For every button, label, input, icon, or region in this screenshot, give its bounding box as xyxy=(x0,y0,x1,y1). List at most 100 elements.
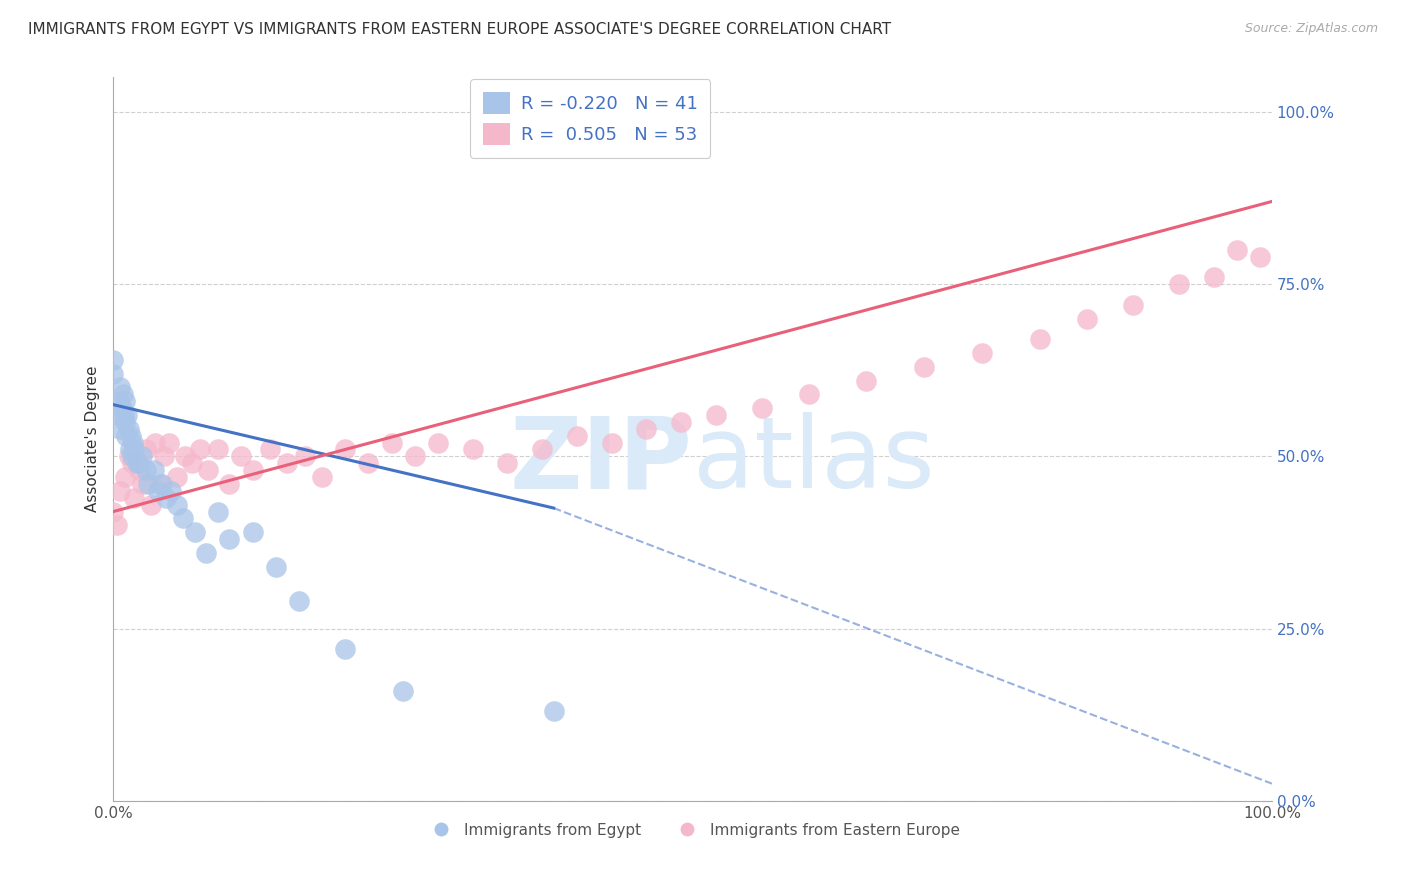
Point xyxy=(855,374,877,388)
Point xyxy=(242,463,264,477)
Point xyxy=(131,477,153,491)
Point xyxy=(669,415,692,429)
Point xyxy=(105,518,128,533)
Point xyxy=(195,546,218,560)
Point xyxy=(150,477,173,491)
Point xyxy=(103,504,125,518)
Point xyxy=(172,511,194,525)
Point xyxy=(380,435,402,450)
Point xyxy=(704,408,727,422)
Point xyxy=(121,450,143,464)
Point xyxy=(174,450,197,464)
Point xyxy=(181,456,204,470)
Point xyxy=(207,442,229,457)
Point xyxy=(288,594,311,608)
Point xyxy=(972,346,994,360)
Point xyxy=(259,442,281,457)
Point xyxy=(117,450,139,464)
Point xyxy=(135,463,157,477)
Point xyxy=(149,477,172,491)
Y-axis label: Associate's Degree: Associate's Degree xyxy=(86,366,100,512)
Point xyxy=(294,450,316,464)
Point xyxy=(117,422,139,436)
Point xyxy=(110,401,132,416)
Point xyxy=(160,483,183,498)
Point xyxy=(426,435,449,450)
Point xyxy=(1226,243,1249,257)
Point xyxy=(157,435,180,450)
Point xyxy=(143,435,166,450)
Point xyxy=(207,504,229,518)
Point xyxy=(146,483,169,498)
Text: atlas: atlas xyxy=(693,412,935,509)
Point xyxy=(183,525,205,540)
Point xyxy=(114,415,136,429)
Point xyxy=(139,498,162,512)
Point xyxy=(1202,270,1225,285)
Point xyxy=(121,456,143,470)
Point xyxy=(531,442,554,457)
Point xyxy=(912,359,935,374)
Point xyxy=(335,442,357,457)
Point xyxy=(136,477,159,491)
Point xyxy=(110,483,132,498)
Legend: Immigrants from Egypt, Immigrants from Eastern Europe: Immigrants from Egypt, Immigrants from E… xyxy=(419,817,966,844)
Point xyxy=(122,435,145,450)
Point xyxy=(166,470,188,484)
Point xyxy=(461,442,484,457)
Point xyxy=(1122,298,1144,312)
Point xyxy=(404,450,426,464)
Point xyxy=(565,428,588,442)
Point xyxy=(166,498,188,512)
Point xyxy=(636,422,658,436)
Point xyxy=(153,450,176,464)
Point xyxy=(218,477,240,491)
Point xyxy=(311,470,333,484)
Point xyxy=(111,387,134,401)
Point xyxy=(496,456,519,470)
Point xyxy=(392,683,415,698)
Point xyxy=(108,394,131,409)
Point xyxy=(112,408,135,422)
Point xyxy=(218,532,240,546)
Point xyxy=(114,394,136,409)
Text: IMMIGRANTS FROM EGYPT VS IMMIGRANTS FROM EASTERN EUROPE ASSOCIATE'S DEGREE CORRE: IMMIGRANTS FROM EGYPT VS IMMIGRANTS FROM… xyxy=(28,22,891,37)
Point xyxy=(103,353,125,368)
Point xyxy=(155,491,177,505)
Point xyxy=(114,470,136,484)
Point xyxy=(751,401,773,416)
Point xyxy=(128,463,150,477)
Point xyxy=(190,442,212,457)
Point xyxy=(1029,332,1052,346)
Point xyxy=(117,408,139,422)
Point xyxy=(128,456,150,470)
Point xyxy=(229,450,252,464)
Point xyxy=(1249,250,1271,264)
Point xyxy=(110,422,132,436)
Point xyxy=(124,442,146,457)
Point xyxy=(797,387,820,401)
Point xyxy=(118,442,141,457)
Point xyxy=(543,704,565,718)
Point xyxy=(335,642,357,657)
Point xyxy=(264,559,287,574)
Point xyxy=(1076,311,1098,326)
Point xyxy=(197,463,219,477)
Text: Source: ZipAtlas.com: Source: ZipAtlas.com xyxy=(1244,22,1378,36)
Point xyxy=(357,456,380,470)
Point xyxy=(143,463,166,477)
Text: ZIP: ZIP xyxy=(510,412,693,509)
Point xyxy=(115,428,138,442)
Point xyxy=(125,456,148,470)
Point xyxy=(242,525,264,540)
Point xyxy=(120,428,142,442)
Point xyxy=(103,367,125,381)
Point xyxy=(135,442,157,457)
Point xyxy=(131,450,153,464)
Point xyxy=(107,408,129,422)
Point xyxy=(124,491,146,505)
Point xyxy=(600,435,623,450)
Point xyxy=(110,380,132,394)
Point xyxy=(1168,277,1191,292)
Point xyxy=(276,456,298,470)
